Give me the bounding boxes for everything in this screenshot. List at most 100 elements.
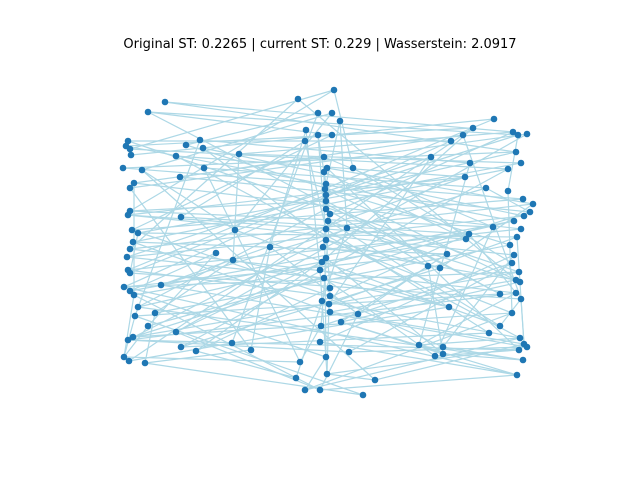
- graph-node: [124, 336, 132, 344]
- graph-edge: [127, 292, 517, 341]
- graph-node: [445, 303, 453, 311]
- graph-edge: [319, 269, 450, 308]
- graph-edge: [123, 356, 301, 363]
- graph-node: [317, 322, 325, 330]
- graph-node: [320, 274, 328, 282]
- graph-node: [326, 284, 334, 292]
- graph-node: [354, 310, 362, 318]
- graph-node: [196, 136, 204, 144]
- graph-node: [510, 251, 518, 259]
- graph-node: [515, 268, 523, 276]
- graph-edge: [126, 256, 325, 279]
- graph-node: [138, 166, 146, 174]
- figure-title: Original ST: 0.2265 | current ST: 0.229 …: [123, 37, 517, 52]
- graph-node: [485, 329, 493, 337]
- graph-node: [318, 297, 326, 305]
- graph-node: [316, 266, 324, 274]
- graph-edge: [123, 253, 448, 288]
- graph-edge: [202, 147, 525, 217]
- graph-node: [325, 300, 333, 308]
- graph-edge: [203, 167, 487, 189]
- graph-node: [529, 200, 537, 208]
- graph-node: [247, 346, 255, 354]
- graph-edge: [129, 252, 217, 292]
- graph-node: [294, 95, 302, 103]
- graph-edge: [137, 306, 524, 361]
- graph-node: [229, 256, 237, 264]
- graph-node: [513, 371, 521, 379]
- graph-edge: [129, 200, 327, 212]
- graph-node: [125, 357, 133, 365]
- graph-edge: [232, 153, 240, 261]
- graph-edge: [164, 101, 514, 133]
- graph-node: [322, 191, 330, 199]
- graph-edge: [348, 346, 528, 353]
- graph-node: [523, 130, 531, 138]
- graph-node: [120, 353, 128, 361]
- graph-node: [322, 254, 330, 262]
- graph-edge: [520, 298, 525, 345]
- graph-edge: [144, 349, 252, 364]
- graph-node: [316, 386, 324, 394]
- graph-edge: [203, 167, 301, 363]
- graph-edge: [299, 325, 322, 363]
- graph-node: [512, 289, 520, 297]
- graph-node: [489, 223, 497, 231]
- graph-edge: [129, 187, 252, 351]
- graph-edge: [129, 203, 534, 250]
- graph-edge: [160, 176, 466, 286]
- graph-node: [326, 292, 334, 300]
- graph-edge: [195, 287, 331, 352]
- graph-edge: [340, 281, 521, 323]
- graph-edge: [324, 120, 341, 190]
- graph-node: [157, 281, 165, 289]
- graph-node: [316, 338, 324, 346]
- graph-node: [192, 347, 200, 355]
- graph-edge: [129, 210, 494, 228]
- graph-node: [504, 187, 512, 195]
- graph-edge: [129, 272, 522, 300]
- graph-node: [516, 334, 524, 342]
- graph-node: [349, 164, 357, 172]
- graph-edge: [232, 259, 450, 308]
- graph-edge: [304, 337, 521, 391]
- graph-edge: [269, 129, 307, 248]
- graph-edge: [141, 169, 236, 231]
- graph-edge: [269, 246, 359, 315]
- graph-node: [322, 197, 330, 205]
- graph-node: [128, 226, 136, 234]
- graph-edge: [129, 148, 509, 170]
- graph-edge: [326, 373, 376, 381]
- graph-edge: [319, 374, 518, 391]
- graph-node: [127, 151, 135, 159]
- graph-edge: [175, 261, 323, 333]
- graph-node: [336, 117, 344, 125]
- graph-node: [212, 249, 220, 257]
- graph-node: [322, 225, 330, 233]
- graph-node: [506, 241, 514, 249]
- graph-edge: [442, 254, 515, 348]
- graph-node: [415, 341, 423, 349]
- graph-node: [134, 303, 142, 311]
- graph-node: [322, 236, 330, 244]
- graph-edge: [340, 321, 518, 376]
- graph-node: [322, 205, 330, 213]
- graph-edge: [179, 176, 531, 213]
- graph-edge: [326, 167, 534, 205]
- graph-node: [520, 212, 528, 220]
- graph-node: [126, 145, 134, 153]
- graph-node: [330, 86, 338, 94]
- graph-edge: [123, 286, 518, 376]
- graph-node: [326, 210, 334, 218]
- graph-node: [235, 150, 243, 158]
- graph-node: [231, 226, 239, 234]
- graph-node: [371, 376, 379, 384]
- graph-edge: [468, 233, 517, 294]
- graph-node: [512, 148, 520, 156]
- graph-node: [328, 109, 336, 117]
- graph-node: [514, 131, 522, 139]
- graph-node: [504, 165, 512, 173]
- graph-edge: [321, 238, 467, 263]
- graph-node: [177, 213, 185, 221]
